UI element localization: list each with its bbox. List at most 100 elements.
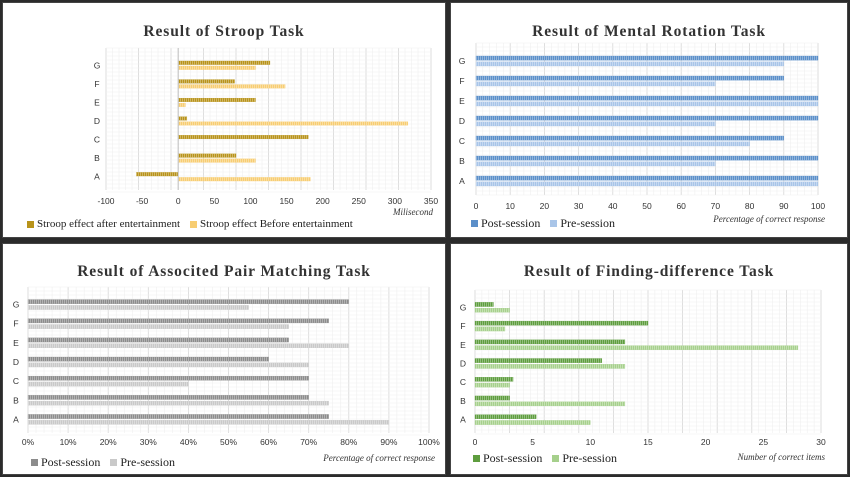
bar	[474, 320, 649, 326]
legend-label: Post-session	[481, 216, 541, 230]
legend-item: Post-session	[473, 451, 542, 466]
bar	[178, 135, 309, 140]
legend-swatch	[552, 455, 560, 462]
x-axis-label: Number of correct items	[737, 452, 825, 462]
category-label: F	[459, 76, 464, 86]
x-tick-label: 80	[745, 201, 755, 211]
x-tick-label: 0	[176, 196, 181, 206]
x-tick-label: 250	[352, 196, 366, 206]
x-tick-label: 90%	[380, 437, 397, 447]
category-label: D	[460, 359, 466, 369]
bar	[178, 153, 237, 158]
legend-label: Pre-session	[120, 455, 176, 469]
x-tick-label: 70%	[300, 437, 317, 447]
bar	[475, 81, 716, 87]
category-label: F	[460, 321, 465, 331]
bar	[475, 175, 819, 181]
category-label: B	[94, 153, 100, 163]
x-tick-label: 70	[711, 201, 721, 211]
bar	[474, 377, 514, 382]
stroop-chart-panel: Result of Stroop Task A B C D E F G -100 -50 0 50 1…	[2, 2, 446, 238]
bar	[27, 395, 309, 400]
x-tick-label: 25	[759, 437, 769, 447]
category-label: C	[13, 376, 19, 386]
bar	[475, 181, 819, 187]
x-tick-label: 80%	[340, 437, 357, 447]
category-label: A	[13, 414, 19, 424]
chart-legend: Post-session Pre-session	[471, 216, 625, 231]
category-label: A	[94, 172, 100, 182]
legend-label: Post-session	[483, 451, 543, 465]
legend-swatch	[27, 220, 34, 228]
bar	[136, 172, 179, 177]
bar	[27, 305, 249, 310]
category-label: C	[94, 135, 100, 145]
bar	[474, 339, 626, 345]
category-label: D	[13, 357, 19, 367]
x-tick-label: 0	[474, 201, 479, 211]
category-label: G	[459, 56, 466, 66]
category-label: A	[459, 176, 465, 186]
x-tick-label: 10%	[60, 437, 77, 447]
bar	[475, 95, 819, 101]
legend-swatch	[190, 220, 198, 228]
bar	[178, 84, 286, 89]
bar	[475, 155, 819, 161]
x-tick-label: 10	[505, 201, 515, 211]
bar	[475, 141, 750, 147]
bar	[475, 55, 819, 61]
x-tick-label: 20	[701, 437, 711, 447]
bar	[474, 364, 626, 369]
category-label: E	[94, 97, 100, 107]
category-label: E	[459, 96, 465, 106]
x-tick-label: 40	[608, 201, 618, 211]
bar	[474, 420, 591, 425]
x-tick-label: 50	[210, 196, 220, 206]
bar	[475, 101, 819, 107]
x-tick-label: 100%	[418, 437, 440, 447]
x-tick-label: 350	[424, 196, 438, 206]
category-label: E	[460, 340, 466, 350]
bar	[27, 324, 289, 329]
legend-item: Pre-session	[110, 455, 175, 470]
x-axis-label: Percentage of correct response	[323, 453, 435, 463]
chart-title: Result of Mental Rotation Task	[532, 23, 766, 40]
x-tick-label: 150	[279, 196, 293, 206]
grid	[474, 289, 822, 435]
category-label: F	[13, 319, 18, 329]
legend-swatch	[473, 455, 480, 462]
x-tick-label: 30	[816, 437, 826, 447]
x-tick-label: 15	[643, 437, 653, 447]
bar	[474, 308, 510, 313]
category-label: D	[459, 116, 465, 126]
bar	[27, 299, 349, 304]
category-label: G	[460, 302, 467, 312]
x-tick-label: 20%	[100, 437, 117, 447]
bar	[178, 158, 256, 163]
legend-label: Pre-session	[562, 451, 618, 465]
chart-title: Result of Stroop Task	[143, 23, 305, 40]
x-tick-label: 30	[574, 201, 584, 211]
bar	[27, 343, 349, 349]
chart-legend: Post-session Pre-session	[31, 455, 185, 470]
x-tick-label: 100	[243, 196, 257, 206]
x-tick-label: 30%	[140, 437, 157, 447]
x-tick-label: 0	[473, 437, 478, 447]
bar	[474, 382, 510, 388]
x-tick-label: 100	[811, 201, 825, 211]
x-tick-label: 200	[316, 196, 330, 206]
legend-item: Pre-session	[550, 216, 615, 231]
legend-item: Stroop effect Before entertainment	[190, 218, 353, 230]
legend-item: Post-session	[31, 455, 100, 470]
category-label: B	[13, 395, 19, 405]
category-label: G	[13, 300, 20, 310]
x-tick-label: 20	[540, 201, 550, 211]
grid	[105, 47, 432, 193]
bar	[474, 326, 506, 332]
x-tick-label: 5	[530, 437, 535, 447]
bar	[27, 381, 189, 387]
bar	[474, 395, 510, 401]
